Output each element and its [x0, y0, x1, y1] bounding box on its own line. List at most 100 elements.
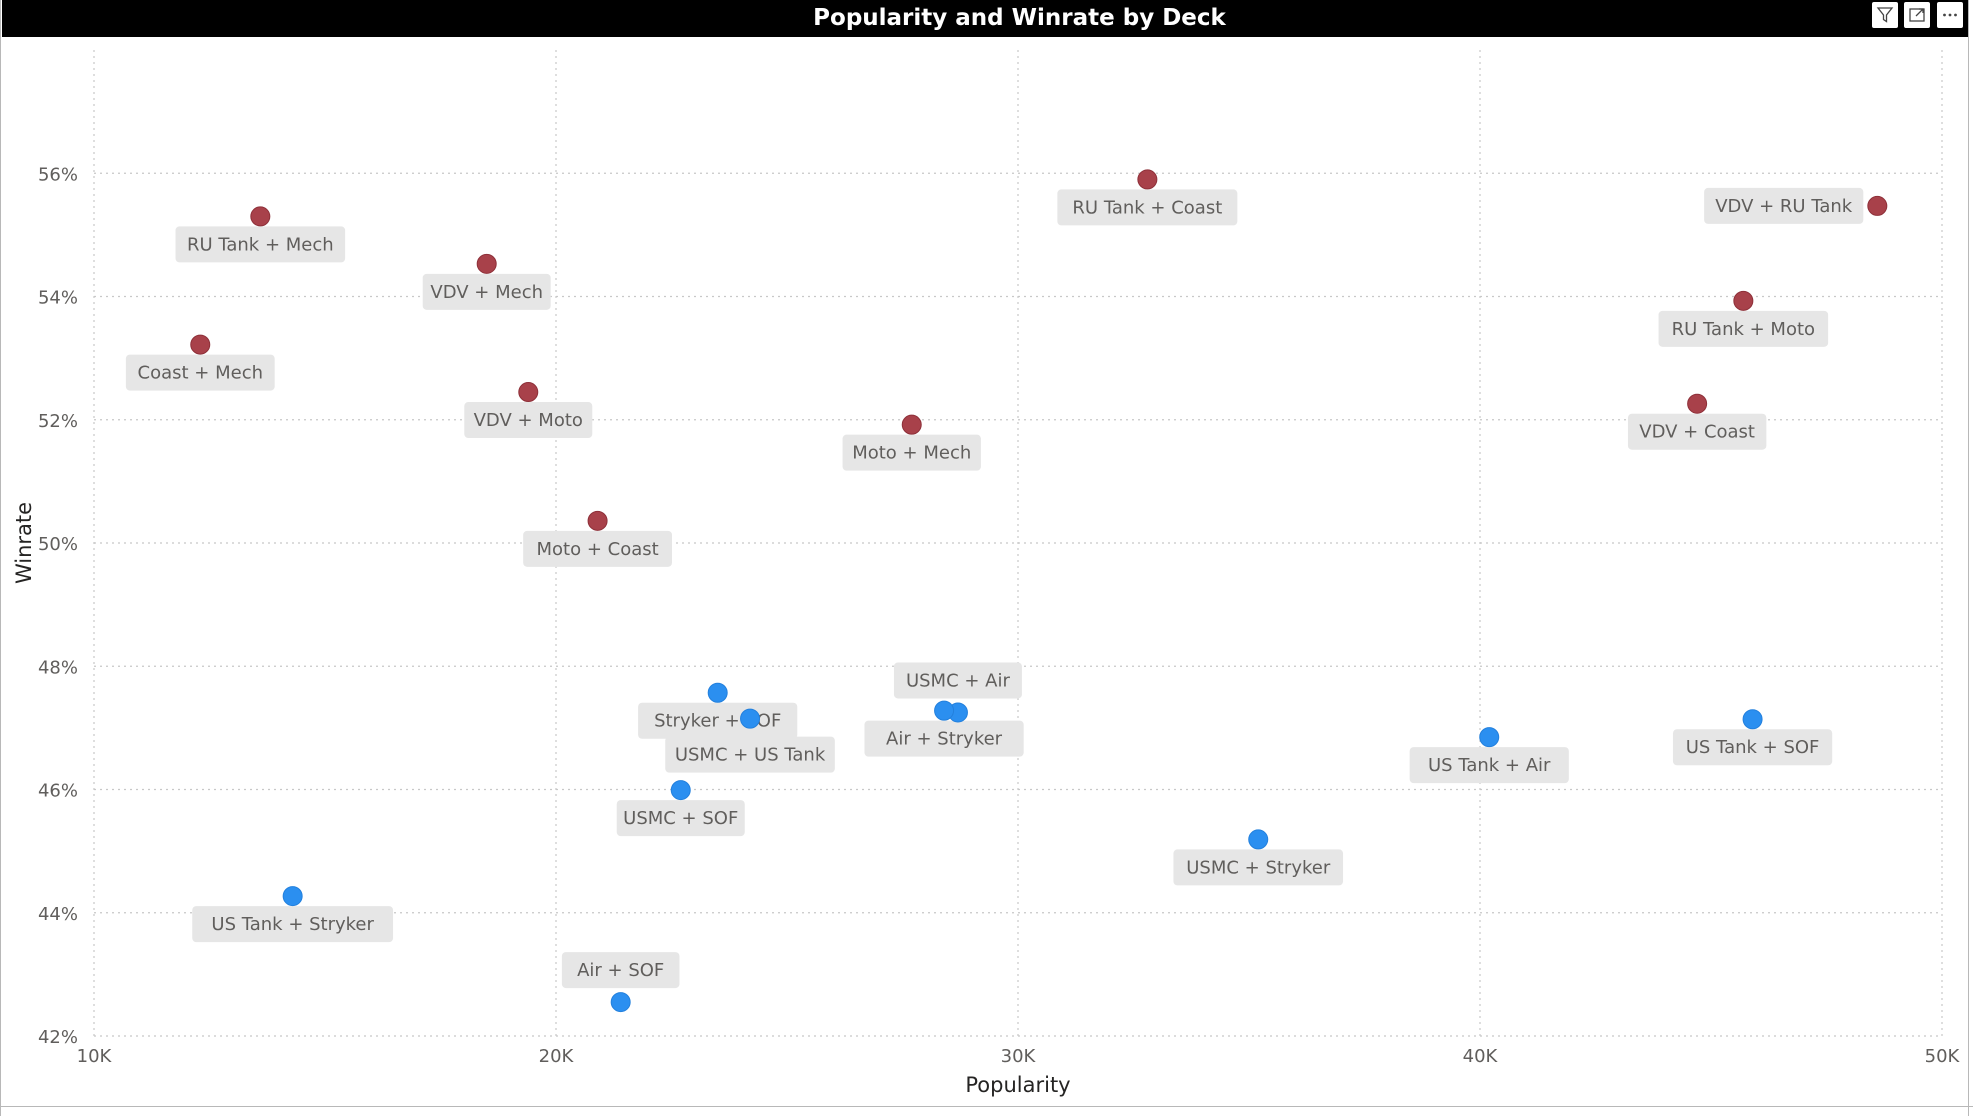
data-label-text: Air + SOF	[577, 960, 664, 981]
more-options-icon[interactable]	[1937, 2, 1963, 28]
data-point[interactable]	[282, 886, 303, 907]
data-label-background	[638, 702, 798, 739]
x-axis-title: Popularity	[965, 1073, 1070, 1097]
data-label-background	[864, 720, 1024, 757]
data-point[interactable]	[1867, 195, 1888, 216]
data-label-text: USMC + Air	[906, 670, 1011, 691]
data-label-text: VDV + RU Tank	[1715, 196, 1853, 217]
data-label: Moto + Coast	[523, 530, 672, 567]
focus-mode-icon[interactable]	[1904, 2, 1930, 28]
y-tick-label: 44%	[38, 904, 78, 925]
data-label-text: Air + Stryker	[886, 729, 1003, 750]
data-label: Air + SOF	[561, 952, 680, 989]
data-point[interactable]	[740, 708, 761, 729]
data-label: VDV + Coast	[1627, 413, 1767, 450]
data-label-background	[665, 736, 835, 773]
data-label-text: USMC + US Tank	[675, 745, 826, 766]
data-point[interactable]	[1137, 169, 1158, 190]
data-label-background	[422, 273, 551, 310]
y-tick-label: 42%	[38, 1027, 78, 1048]
data-point[interactable]	[1479, 727, 1500, 748]
data-point[interactable]	[901, 414, 922, 435]
data-label: Coast + Mech	[125, 354, 275, 391]
data-point[interactable]	[670, 780, 691, 801]
data-point[interactable]	[610, 992, 631, 1013]
data-label-background	[616, 800, 745, 837]
data-point[interactable]	[518, 382, 539, 403]
y-tick-label: 50%	[38, 534, 78, 555]
data-label-background	[1672, 729, 1833, 766]
chart-title: Popularity and Winrate by Deck	[813, 5, 1226, 31]
visual-border-right[interactable]	[1968, 0, 1969, 1116]
data-label-text: VDV + Coast	[1639, 422, 1755, 443]
data-label: Stryker + SOF	[638, 702, 798, 739]
title-bar: Popularity and Winrate by Deck	[2, 0, 1968, 37]
data-label-text: Stryker + SOF	[654, 711, 781, 732]
data-label-text: RU Tank + Coast	[1072, 197, 1222, 218]
data-label-text: US Tank + Stryker	[211, 914, 374, 935]
data-label-background	[842, 434, 981, 471]
data-point[interactable]	[250, 206, 271, 227]
data-label: RU Tank + Coast	[1057, 189, 1238, 226]
y-tick-label: 56%	[38, 164, 78, 185]
data-label: USMC + Air	[893, 662, 1022, 699]
data-label-text: USMC + SOF	[623, 808, 738, 829]
y-tick-label: 46%	[38, 781, 78, 802]
data-label: US Tank + SOF	[1672, 729, 1833, 766]
x-tick-label: 30K	[1001, 1046, 1037, 1067]
data-label: RU Tank + Moto	[1658, 310, 1829, 347]
data-point[interactable]	[1742, 709, 1763, 730]
data-label: VDV + Mech	[422, 273, 551, 310]
data-label-text: USMC + Stryker	[1186, 857, 1331, 878]
data-label: VDV + Moto	[464, 402, 593, 439]
data-point[interactable]	[190, 334, 211, 355]
data-label-text: VDV + Mech	[430, 282, 543, 303]
x-tick-label: 20K	[539, 1046, 575, 1067]
data-label-text: Moto + Mech	[852, 443, 971, 464]
data-label-background	[175, 226, 346, 263]
data-label: US Tank + Stryker	[192, 906, 394, 943]
data-label-text: Moto + Coast	[536, 539, 658, 560]
data-label-background	[1173, 849, 1344, 886]
data-point[interactable]	[934, 700, 955, 721]
data-label-background	[1627, 413, 1767, 450]
data-label: RU Tank + Mech	[175, 226, 346, 263]
data-label-background	[523, 530, 672, 567]
x-tick-label: 10K	[77, 1046, 113, 1067]
data-point[interactable]	[1733, 290, 1754, 311]
data-label-background	[1409, 747, 1569, 784]
data-label-background	[893, 662, 1022, 699]
data-label: US Tank + Air	[1409, 747, 1569, 784]
y-tick-label: 52%	[38, 411, 78, 432]
data-label-background	[125, 354, 275, 391]
y-tick-label: 48%	[38, 657, 78, 678]
x-tick-label: 50K	[1925, 1046, 1961, 1067]
visual-border-left	[0, 0, 1, 1116]
data-label-background	[1704, 187, 1864, 224]
data-point[interactable]	[1687, 393, 1708, 414]
data-label-background	[561, 952, 680, 989]
filter-icon[interactable]	[1872, 2, 1898, 28]
x-tick-label: 40K	[1463, 1046, 1499, 1067]
visual-border-bottom[interactable]	[0, 1106, 1973, 1107]
data-point[interactable]	[476, 253, 497, 274]
y-tick-label: 54%	[38, 288, 78, 309]
data-label-background	[464, 402, 593, 439]
data-label: USMC + US Tank	[665, 736, 835, 773]
data-point[interactable]	[1248, 829, 1269, 850]
data-point[interactable]	[587, 510, 608, 531]
y-axis-title: Winrate	[12, 502, 36, 584]
data-label-text: US Tank + Air	[1428, 755, 1551, 776]
data-point[interactable]	[707, 682, 728, 703]
data-label-text: Coast + Mech	[138, 363, 263, 384]
data-label-text: VDV + Moto	[474, 410, 583, 431]
data-label-text: RU Tank + Moto	[1672, 319, 1815, 340]
data-label: USMC + SOF	[616, 800, 745, 837]
data-label: Air + Stryker	[864, 720, 1024, 757]
data-label: Moto + Mech	[842, 434, 981, 471]
data-label-text: US Tank + SOF	[1686, 737, 1820, 758]
data-label: USMC + Stryker	[1173, 849, 1344, 886]
data-label-background	[1057, 189, 1238, 226]
